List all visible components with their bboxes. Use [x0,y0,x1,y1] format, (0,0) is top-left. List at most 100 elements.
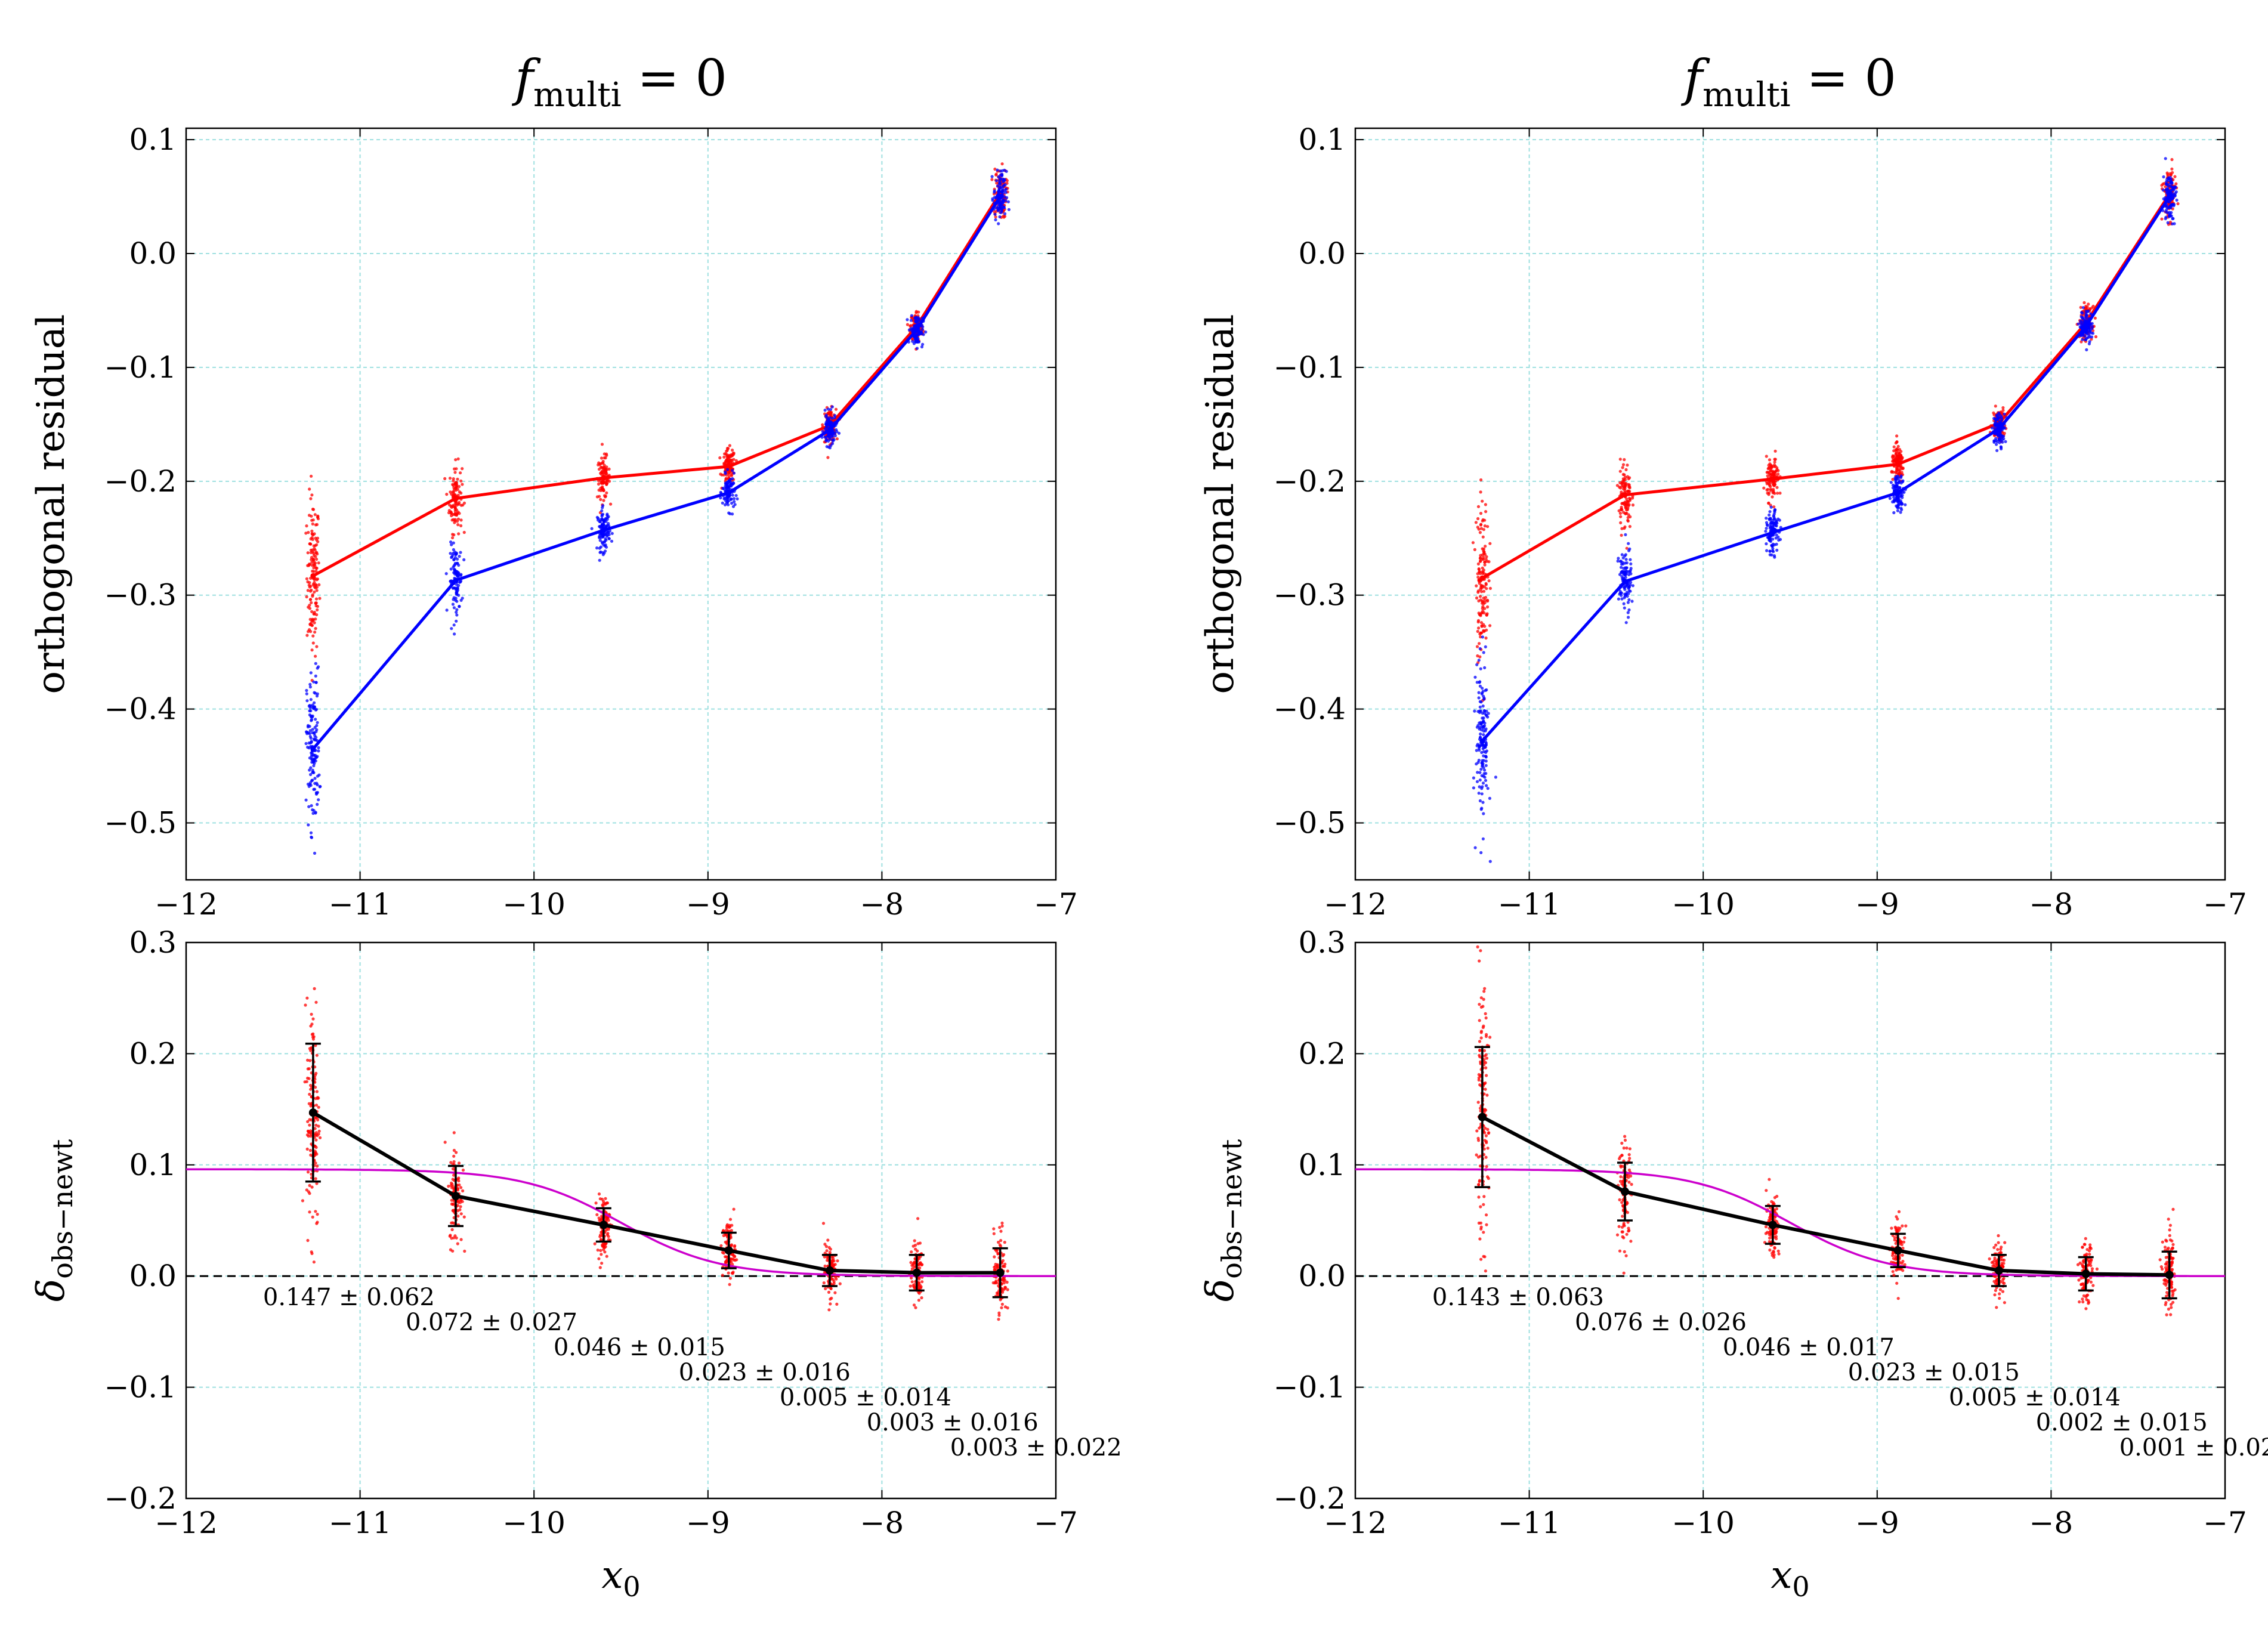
blue-scatter-point [1485,688,1488,692]
blue-scatter-point [1483,724,1487,728]
delta-scatter-point [993,1268,996,1272]
delta-scatter-point [824,1287,827,1290]
delta-scatter-point [1484,1012,1487,1015]
delta-scatter-point [1901,1224,1904,1228]
blue-scatter-point [1484,750,1488,754]
blue-scatter-point [1766,524,1769,527]
delta-scatter-point [997,1314,1001,1317]
red-scatter-point [1769,487,1772,491]
delta-scatter-point [456,1178,460,1181]
blue-scatter-point [1624,553,1627,557]
red-scatter-point [308,604,311,607]
delta-scatter-point [1484,1269,1487,1273]
red-scatter-point [458,512,461,515]
delta-scatter-point [829,1297,832,1301]
red-scatter-point [448,477,452,480]
delta-scatter-point [1478,1180,1481,1183]
red-scatter-point [1891,478,1895,481]
blue-scatter-point [313,787,317,791]
red-scatter-point [1626,489,1630,493]
delta-scatter-point [728,1217,733,1221]
delta-scatter-point [1477,1221,1481,1225]
red-scatter-point [462,530,466,534]
blue-scatter-point [312,680,316,684]
delta-scatter-point [1478,1019,1481,1022]
y-tick-label: −0.2 [1274,464,1346,499]
delta-scatter-point [917,1263,920,1266]
blue-scatter-point [1477,659,1481,662]
y-tick-label: −0.1 [1274,1370,1346,1405]
x-tick-label: −12 [1324,887,1387,922]
plot-frame [1354,941,2226,1500]
x-tick-label: −10 [502,1506,566,1540]
red-scatter-point [454,481,458,484]
x-tick-label: −12 [1324,1506,1387,1540]
red-scatter-point [1778,492,1782,495]
delta-scatter-point [606,1232,610,1235]
blue-scatter-point [2077,322,2080,326]
delta-scatter-point [1002,1281,1006,1285]
delta-scatter-point [314,1177,317,1180]
delta-scatter-point [1485,1223,1488,1226]
red-scatter-point [314,654,317,658]
red-scatter-point [1622,478,1626,482]
red-scatter-point [595,495,600,499]
y-tick-label: −0.2 [104,1481,177,1516]
delta-scatter-point [1482,1231,1485,1234]
red-scatter-point [1486,599,1490,603]
delta-scatter-point [1478,1083,1482,1087]
blue-scatter-point [2165,187,2169,191]
blue-scatter-point [1623,606,1626,610]
blue-scatter-point [1617,597,1620,601]
panel-title: fmulti = 0 [1680,49,1896,115]
delta-scatter-point [1627,1226,1630,1230]
delta-scatter-point [2081,1300,2085,1304]
blue-scatter-point [1482,697,1486,701]
delta-scatter-point [1618,1198,1621,1201]
value-annotation: 0.072 ± 0.027 [406,1309,577,1336]
red-scatter-point [1488,586,1492,591]
red-scatter-point [451,512,455,517]
delta-scatter-point [1005,1280,1009,1284]
red-scatter-point [1762,486,1766,490]
blue-scatter-point [1616,560,1620,563]
blue-scatter-point [1478,745,1481,749]
blue-scatter-point [610,531,614,535]
blue-scatter-point [1894,484,1898,489]
blue-scatter-point [1483,666,1487,669]
delta-scatter-point [1627,1153,1631,1157]
red-scatter-point [1619,515,1623,518]
blue-scatter-point [450,627,453,631]
delta-scatter-point [1006,1288,1009,1291]
blue-scatter-point [313,738,316,741]
delta-scatter-point [1484,1126,1487,1130]
blue-scatter-point [309,772,313,777]
delta-scatter-point [997,1311,1001,1315]
red-scatter-point [457,532,461,536]
red-scatter-point [312,566,316,570]
value-annotation: 0.147 ± 0.062 [263,1284,435,1311]
red-scatter-point [1773,483,1776,486]
blue-mean-point [310,746,316,752]
blue-scatter-point [1768,510,1772,514]
red-scatter-point [1484,636,1488,640]
x-tick-label: −7 [1034,1506,1078,1540]
delta-scatter-point [599,1218,602,1222]
red-scatter-point [1478,642,1481,645]
delta-scatter-point [1618,1249,1622,1253]
blue-scatter-point [2088,329,2092,333]
blue-scatter-point [835,428,838,432]
delta-scatter-point [456,1187,460,1191]
delta-scatter-point [992,1227,996,1231]
blue-scatter-point [994,218,997,222]
delta-scatter-point [600,1253,603,1256]
blue-scatter-point [459,573,463,576]
red-scatter-point [599,486,602,490]
blue-scatter-point [736,497,739,500]
red-scatter-point [308,581,311,585]
delta-scatter-point [309,1135,313,1138]
red-scatter-point [1896,444,1900,449]
red-scatter-point [1476,629,1479,633]
blue-scatter-point [825,425,829,428]
blue-scatter-point [601,504,605,508]
